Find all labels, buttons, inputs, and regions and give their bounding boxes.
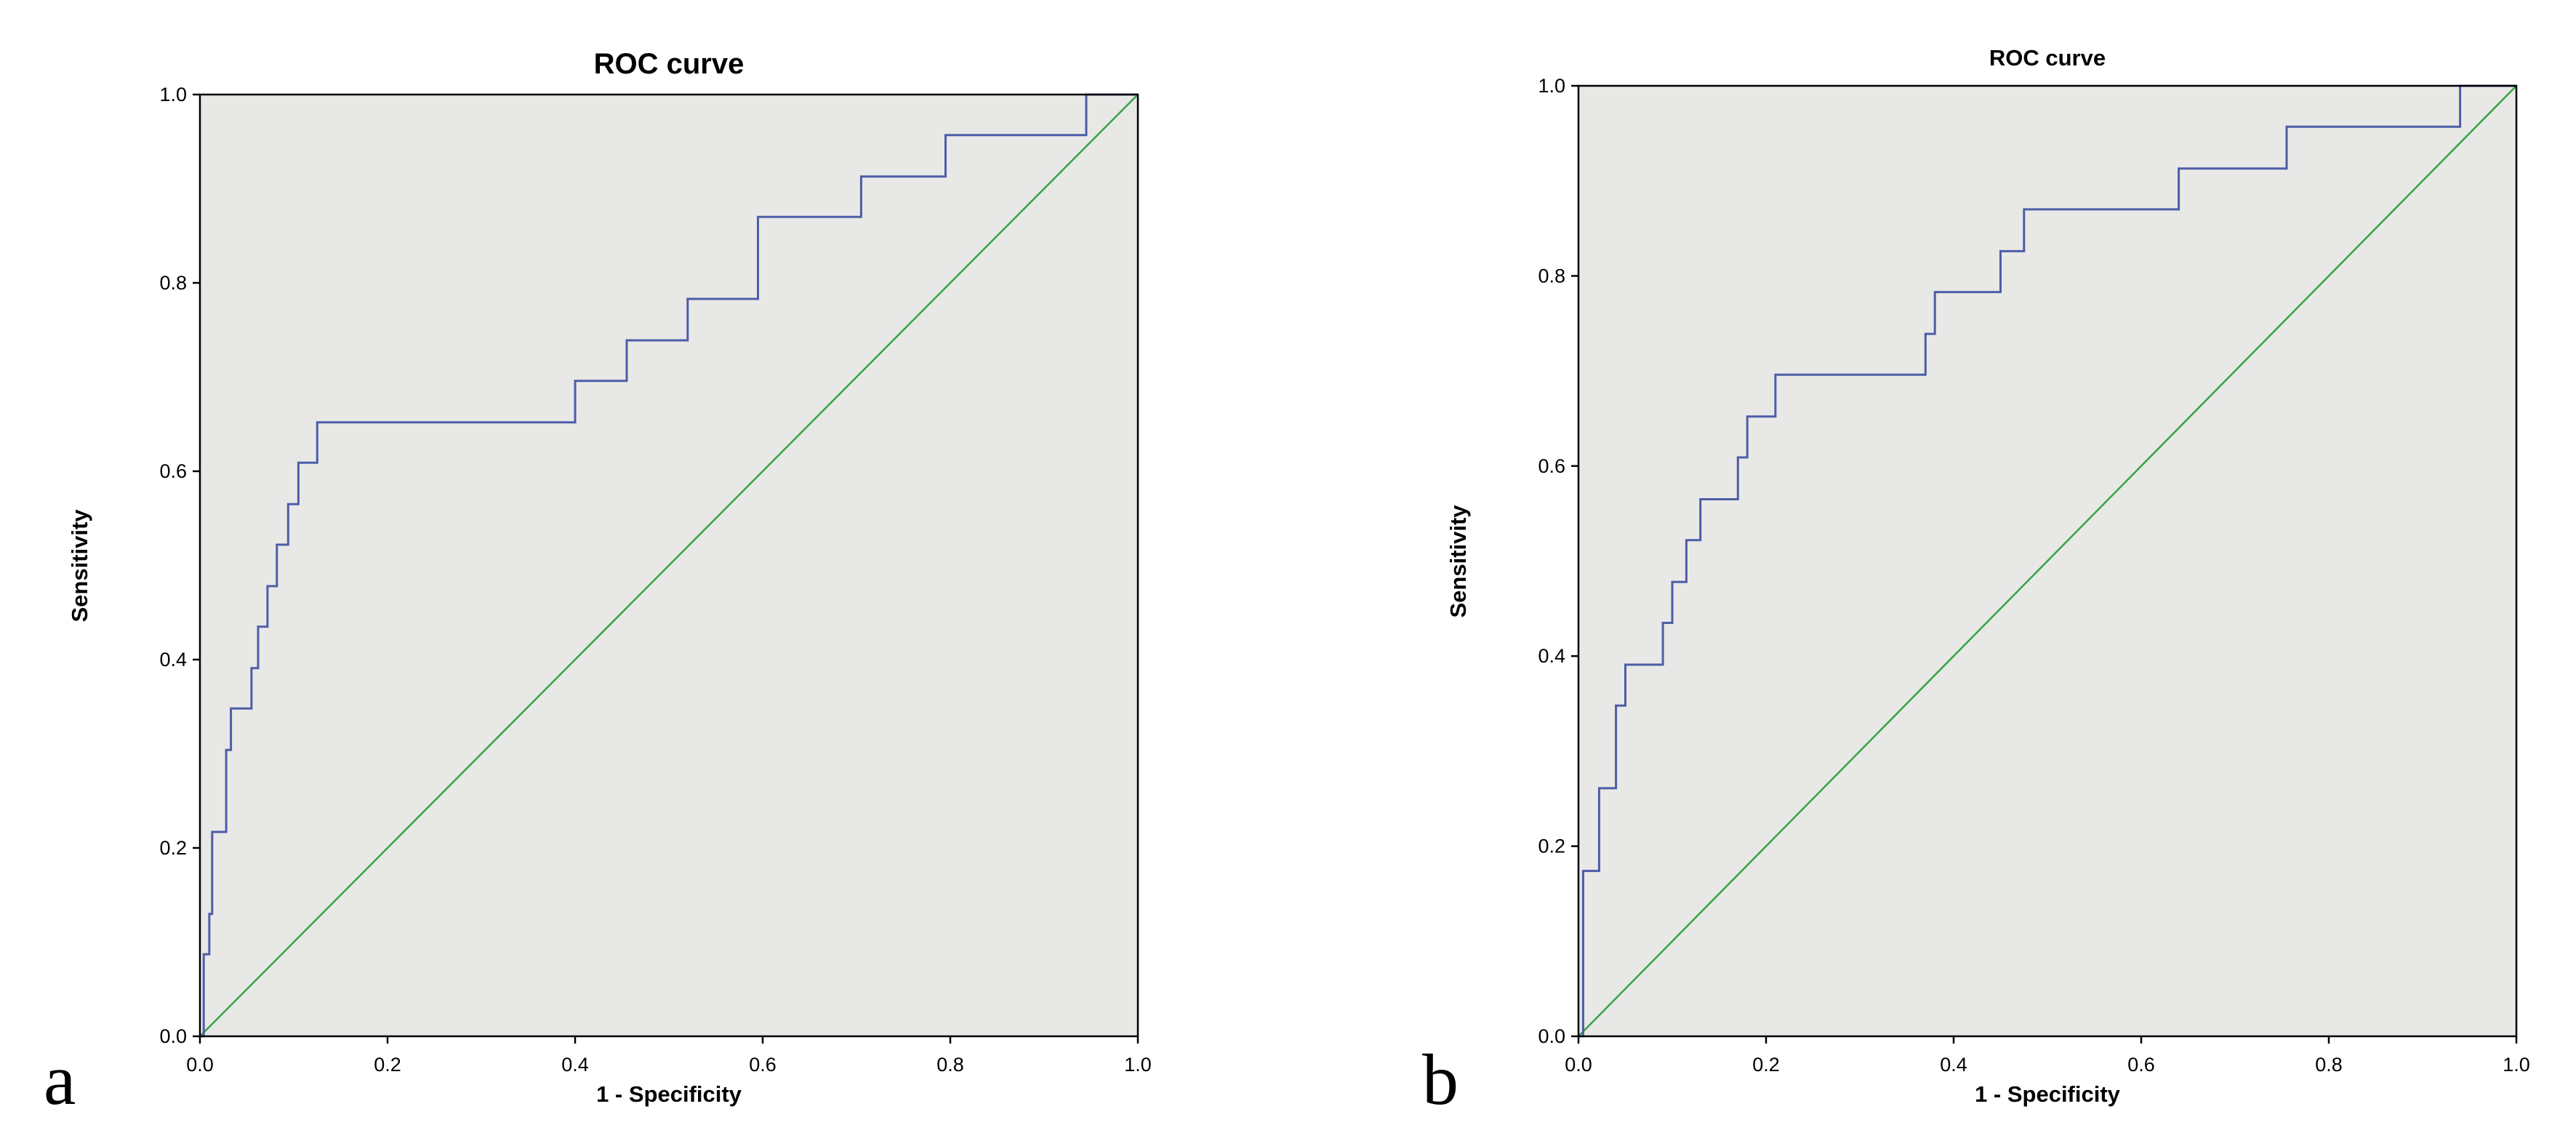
y-tick-label: 0.2 [159, 837, 187, 859]
y-tick-label: 0.4 [159, 649, 187, 670]
x-axis-label-b: 1 - Specificity [1975, 1081, 2120, 1107]
x-tick-label: 0.2 [1752, 1054, 1780, 1076]
roc-chart-b: 0.0 0.2 0.4 0.6 0.8 1.0 0.0 0.2 0.4 0.6 0.8 1.0 [1538, 75, 2530, 1076]
x-axis-label-a: 1 - Specificity [596, 1081, 742, 1107]
y-tick-label: 0.0 [1538, 1025, 1565, 1047]
chart-title-a: ROC curve [593, 48, 745, 80]
reference-diagonal-line [199, 94, 1139, 1037]
x-tick-label: 0.4 [561, 1054, 589, 1076]
y-tick-label: 0.0 [159, 1025, 187, 1047]
x-tick-label: 0.0 [1565, 1054, 1592, 1076]
roc-chart-a: 0.0 0.2 0.4 0.6 0.8 1.0 0.0 0.2 0.4 0.6 0.8 1.0 [159, 84, 1152, 1076]
panel-letter-b: b [1422, 1039, 1458, 1120]
x-tick-label: 1.0 [2503, 1054, 2530, 1076]
y-tick-label: 0.8 [159, 272, 187, 294]
y-tick-label: 0.2 [1538, 836, 1565, 857]
y-tick-label: 1.0 [1538, 75, 1565, 97]
reference-diagonal-line [1578, 85, 2517, 1037]
x-tick-label: 0.6 [749, 1054, 777, 1076]
x-tick-label: 0.8 [936, 1054, 964, 1076]
x-tick-label: 0.6 [2127, 1054, 2155, 1076]
y-axis-label-b: Sensitivity [1445, 504, 1471, 618]
panel-a: 0.0 0.2 0.4 0.6 0.8 1.0 0.0 0.2 0.4 0.6 0.8 1.0 ROC… [44, 48, 1152, 1120]
x-tick-label: 0.0 [186, 1054, 214, 1076]
y-tick-label: 0.8 [1538, 265, 1565, 287]
y-tick-label: 0.4 [1538, 645, 1565, 667]
panel-letter-a: a [44, 1039, 76, 1120]
y-tick-label: 1.0 [159, 84, 187, 105]
roc-curve-line [200, 93, 1138, 1038]
roc-curve-line [1578, 84, 2516, 1038]
x-tick-label: 1.0 [1124, 1054, 1152, 1076]
plot-frame [1577, 84, 2518, 1038]
x-tick-label: 0.4 [1940, 1054, 1967, 1076]
y-tick-label: 0.6 [1538, 455, 1565, 477]
x-tick-label: 0.2 [374, 1054, 401, 1076]
panel-b: 0.0 0.2 0.4 0.6 0.8 1.0 0.0 0.2 0.4 0.6 0.8 1.0 ROC… [1288, 0, 2575, 1133]
x-tick-label: 0.8 [2315, 1054, 2343, 1076]
plot-frame [198, 93, 1139, 1038]
chart-title-b: ROC curve [1989, 45, 2106, 71]
y-axis-label-a: Sensitivity [67, 508, 92, 622]
y-tick-label: 0.6 [159, 460, 187, 482]
